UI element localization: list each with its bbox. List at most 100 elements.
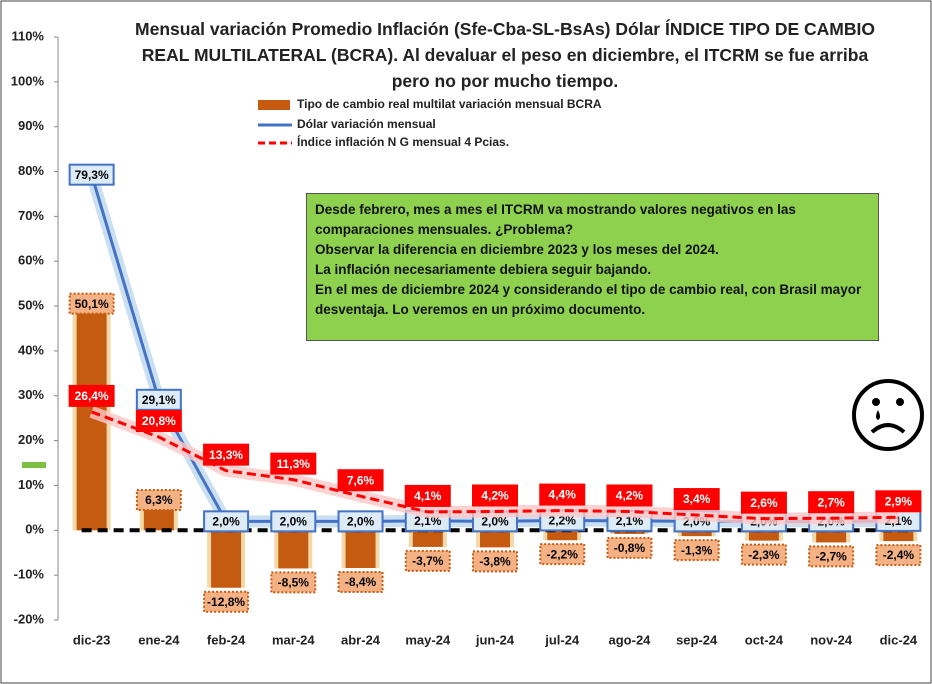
data-label-group: -12,8% xyxy=(203,590,250,613)
bar xyxy=(345,530,376,568)
data-label-group: -3,7% xyxy=(404,549,451,572)
data-label-group: 2,6% xyxy=(740,491,787,514)
x-tick-label: ene-24 xyxy=(138,632,180,647)
data-label-group: 13,3% xyxy=(203,443,250,466)
y-tick-label: 0% xyxy=(25,522,44,537)
x-tick-label: jul-24 xyxy=(544,632,580,647)
data-label-box xyxy=(606,484,653,507)
data-label: 29,1% xyxy=(142,393,176,407)
bar xyxy=(681,530,712,537)
x-tick-label: sep-24 xyxy=(676,632,718,647)
y-tick-label: -20% xyxy=(14,611,45,626)
data-label: 2,0% xyxy=(212,515,240,529)
data-label-group: 4,1% xyxy=(404,484,451,507)
data-label-box xyxy=(875,544,922,567)
data-label-box xyxy=(539,543,586,566)
data-label-box xyxy=(68,384,115,407)
x-tick-label: abr-24 xyxy=(341,632,381,647)
data-label-box xyxy=(606,536,653,559)
data-label-box xyxy=(740,543,787,566)
data-label-group: 4,4% xyxy=(539,483,586,506)
bar xyxy=(412,530,443,547)
data-label: 2,0% xyxy=(347,515,375,529)
data-label: -2,3% xyxy=(748,548,780,562)
y-tick-label: 60% xyxy=(18,253,44,268)
x-tick-label: ago-24 xyxy=(609,632,652,647)
data-label-box xyxy=(270,510,317,533)
y-tick-label: 80% xyxy=(18,163,44,178)
bar xyxy=(211,530,242,588)
data-label: 26,4% xyxy=(75,389,109,403)
data-label: -8,4% xyxy=(345,575,377,589)
data-label-box xyxy=(337,469,384,492)
data-label: -2,7% xyxy=(815,550,847,564)
data-label-group: 2,7% xyxy=(808,491,855,514)
data-label: 2,0% xyxy=(481,515,509,529)
data-label: 11,3% xyxy=(277,457,311,471)
x-tick-label: may-24 xyxy=(405,632,451,647)
data-label: -3,8% xyxy=(479,555,511,569)
x-tick-label: nov-24 xyxy=(810,632,853,647)
data-label-box xyxy=(808,545,855,568)
data-label: -0,8% xyxy=(614,541,646,555)
annotation-line: En el mes de diciembre 2024 y consideran… xyxy=(315,282,862,317)
data-label-box xyxy=(673,539,720,562)
data-label: 2,7% xyxy=(817,495,845,509)
data-label-box xyxy=(875,490,922,513)
bar xyxy=(748,530,779,541)
annotation-line: Desde febrero, mes a mes el ITCRM va mos… xyxy=(315,202,796,237)
data-label: 2,9% xyxy=(885,494,913,508)
x-tick-label: mar-24 xyxy=(272,632,315,647)
y-tick-label: 100% xyxy=(11,73,45,88)
data-label-group: 2,9% xyxy=(875,490,922,513)
data-label: 2,0% xyxy=(280,515,308,529)
data-label: 50,1% xyxy=(75,297,109,311)
data-label-box xyxy=(270,452,317,475)
data-label-box xyxy=(203,443,250,466)
annotation-box: Desde febrero, mes a mes el ITCRM va mos… xyxy=(306,193,879,341)
data-label-box xyxy=(808,491,855,514)
data-label-group: 6,3% xyxy=(135,489,182,512)
y-tick-label: 20% xyxy=(18,432,44,447)
data-label-group: -2,3% xyxy=(740,543,787,566)
data-label: 3,4% xyxy=(683,492,711,506)
data-label-group: 3,4% xyxy=(673,488,720,511)
bar xyxy=(547,530,578,541)
data-label-group: -8,4% xyxy=(337,570,384,593)
data-label-box xyxy=(68,163,115,186)
y-tick-label: 70% xyxy=(18,208,44,223)
decoration xyxy=(22,462,46,468)
data-label-box xyxy=(740,491,787,514)
data-label: 4,1% xyxy=(414,489,442,503)
data-label-group: -8,5% xyxy=(270,571,317,594)
y-tick-label: 50% xyxy=(18,298,44,313)
data-label-group: 7,6% xyxy=(337,469,384,492)
data-label-box xyxy=(270,571,317,594)
data-label-group: -1,3% xyxy=(673,539,720,562)
data-label: 4,2% xyxy=(616,489,644,503)
legend-label: Índice inflación N G mensual 4 Pcias. xyxy=(297,134,509,149)
annotation-line: La inflación necesariamente debiera segu… xyxy=(315,262,652,277)
chart-title: Mensual variación Promedio Inflación (Sf… xyxy=(135,19,875,91)
data-label: -2,4% xyxy=(883,548,915,562)
data-label: -8,5% xyxy=(278,576,310,590)
data-label: 4,2% xyxy=(481,489,509,503)
legend-swatch xyxy=(258,100,290,110)
data-label-group: 4,2% xyxy=(606,484,653,507)
data-label: -1,3% xyxy=(681,543,713,557)
data-label: 6,3% xyxy=(145,493,173,507)
data-label-box xyxy=(673,488,720,511)
data-label-group: 2,0% xyxy=(203,510,250,533)
data-label: 13,3% xyxy=(209,448,243,462)
x-tick-label: dic-23 xyxy=(73,632,111,647)
annotation-line: Observar la diferencia en diciembre 2023… xyxy=(315,242,719,257)
x-tick-label: oct-24 xyxy=(745,632,784,647)
y-tick-label: 30% xyxy=(18,387,44,402)
data-label: 79,3% xyxy=(75,168,109,182)
data-label: 4,4% xyxy=(549,488,577,502)
data-label-group: 2,0% xyxy=(270,510,317,533)
data-label-group: -3,8% xyxy=(472,550,518,573)
bar xyxy=(480,530,510,548)
